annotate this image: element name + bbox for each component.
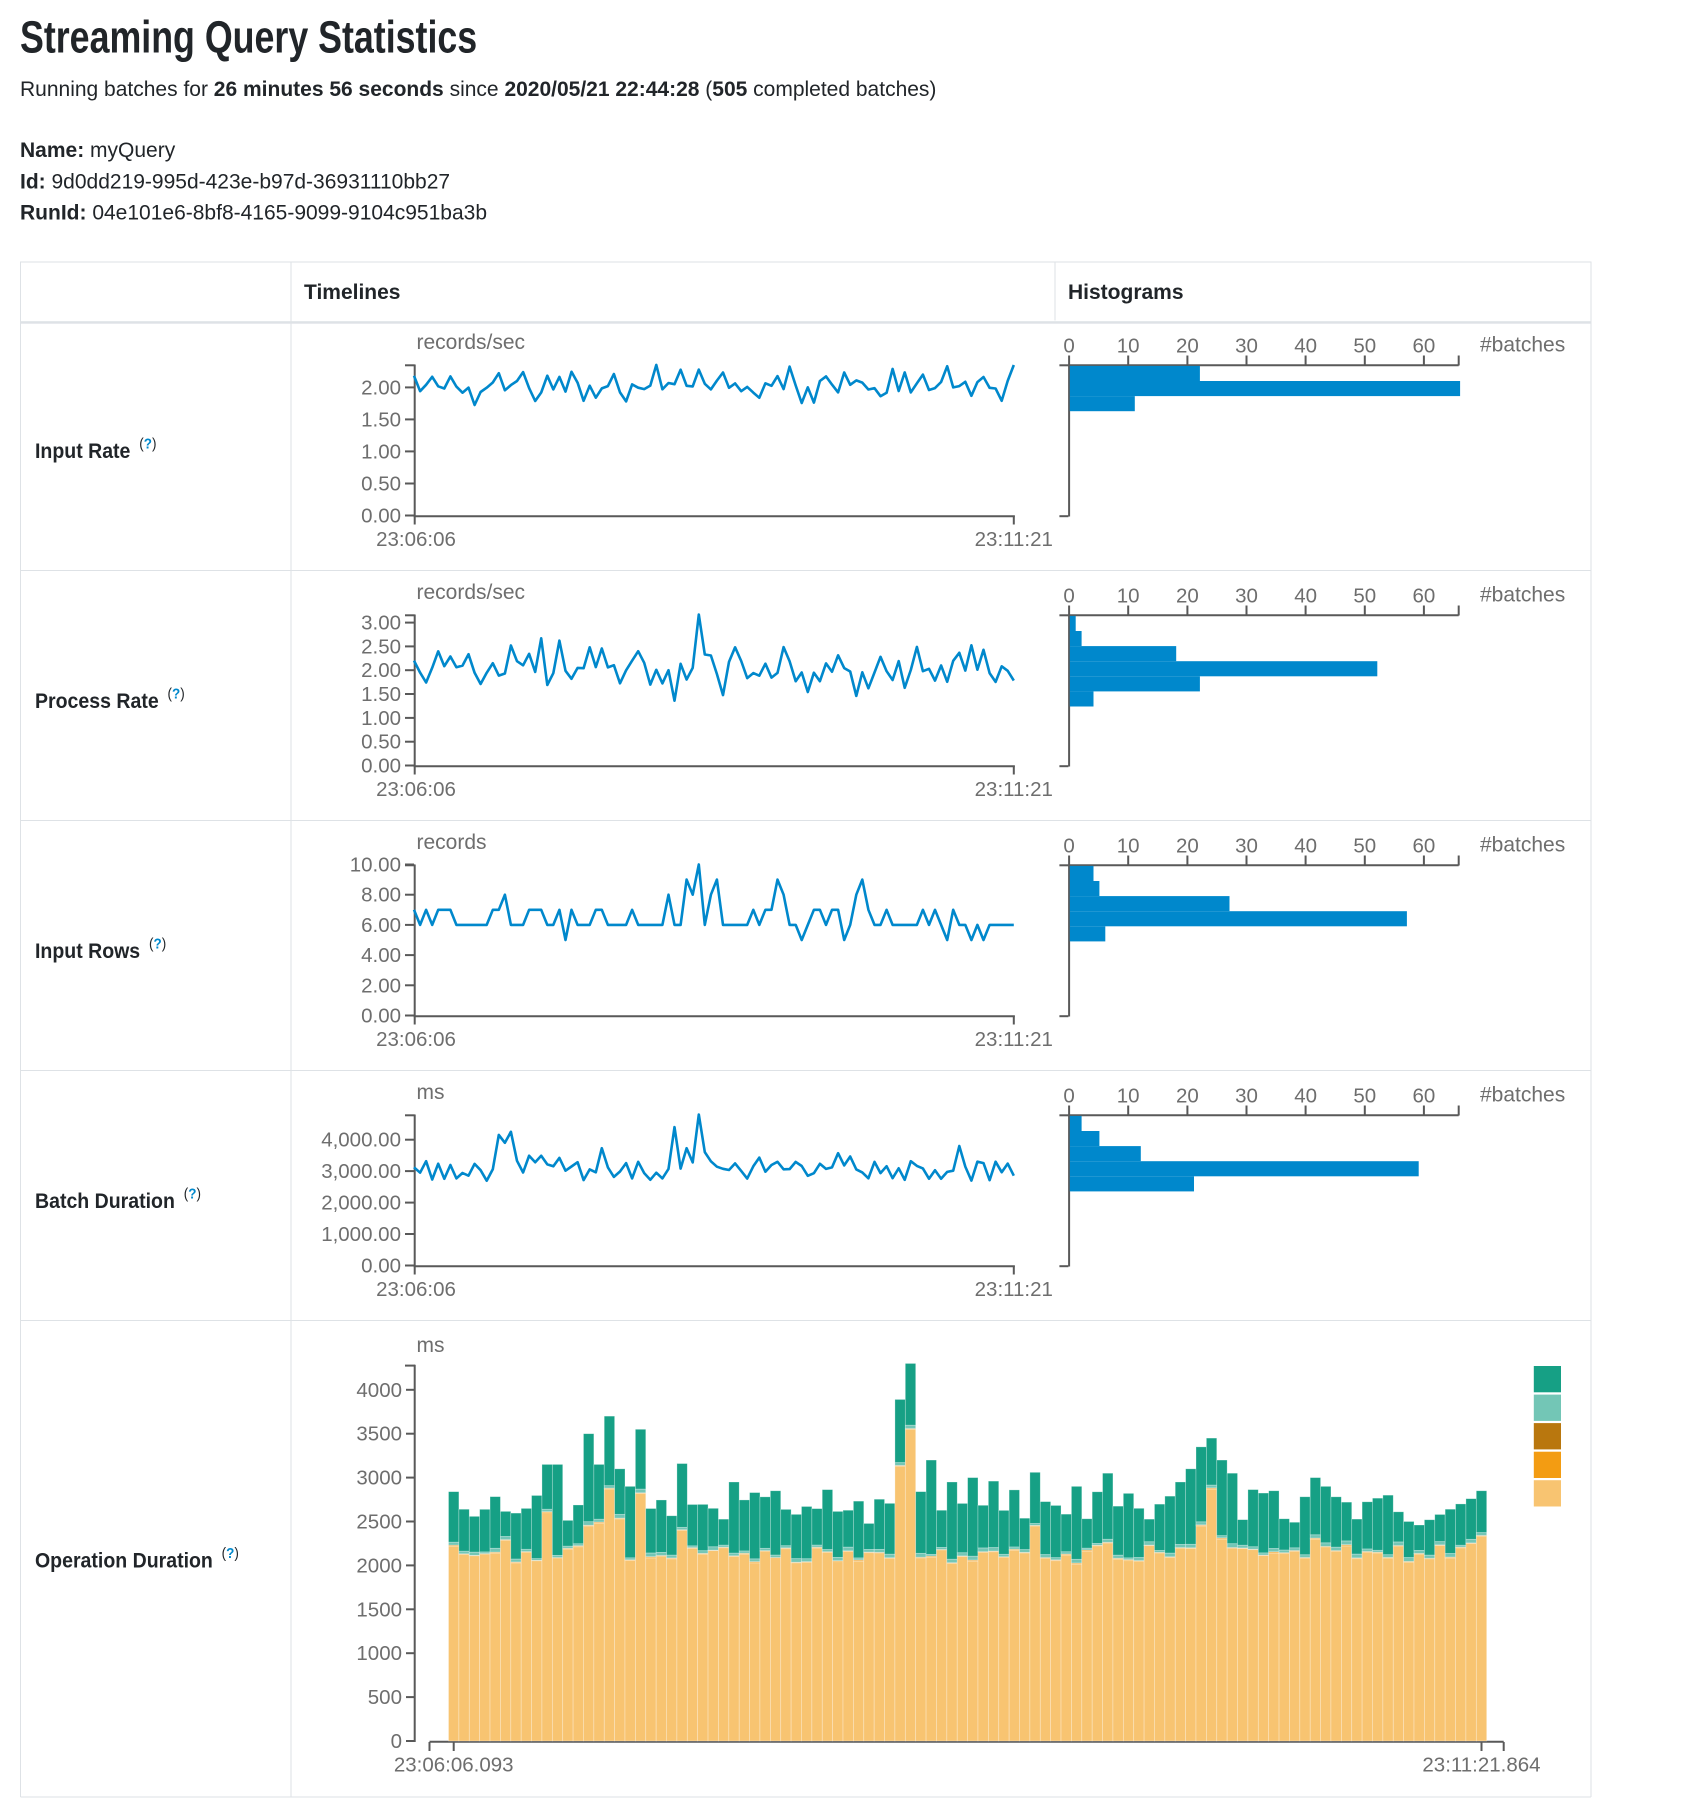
svg-text:40: 40 bbox=[1294, 335, 1317, 358]
svg-text:2.00: 2.00 bbox=[361, 974, 401, 997]
svg-text:23:11:21: 23:11:21 bbox=[975, 778, 1053, 801]
svg-text:60: 60 bbox=[1412, 335, 1435, 358]
svg-text:2.00: 2.00 bbox=[361, 659, 401, 682]
svg-text:20: 20 bbox=[1176, 585, 1199, 608]
svg-text:0: 0 bbox=[1063, 335, 1074, 358]
svg-text:50: 50 bbox=[1353, 835, 1376, 858]
svg-text:records: records bbox=[417, 831, 487, 854]
svg-text:23:11:21.864: 23:11:21.864 bbox=[1422, 1754, 1540, 1777]
svg-text:23:06:06: 23:06:06 bbox=[376, 528, 456, 551]
svg-text:23:11:21: 23:11:21 bbox=[975, 1028, 1053, 1051]
svg-text:60: 60 bbox=[1412, 835, 1435, 858]
svg-text:30: 30 bbox=[1235, 335, 1258, 358]
svg-text:Input Rows(?): Input Rows (?) bbox=[35, 935, 166, 963]
svg-text:RunId: 04e101e6-8bf8-4165-9099: RunId: 04e101e6-8bf8-4165-9099-9104c951b… bbox=[20, 202, 487, 225]
svg-text:0.50: 0.50 bbox=[361, 731, 401, 754]
svg-text:ms: ms bbox=[417, 1081, 445, 1104]
svg-text:2.50: 2.50 bbox=[361, 635, 401, 658]
svg-text:Running batches for 26 minutes: Running batches for 26 minutes 56 second… bbox=[20, 78, 936, 101]
svg-text:23:06:06: 23:06:06 bbox=[376, 778, 456, 801]
svg-text:30: 30 bbox=[1235, 835, 1258, 858]
svg-text:3.00: 3.00 bbox=[361, 612, 401, 635]
svg-text:0.50: 0.50 bbox=[361, 473, 401, 496]
svg-text:records/sec: records/sec bbox=[417, 581, 526, 604]
svg-text:Id: 9d0dd219-995d-423e-b97d-36: Id: 9d0dd219-995d-423e-b97d-36931110bb27 bbox=[20, 170, 450, 193]
svg-text:0.00: 0.00 bbox=[361, 1005, 401, 1028]
svg-text:2000: 2000 bbox=[356, 1554, 402, 1577]
svg-text:#batches: #batches bbox=[1480, 1084, 1565, 1107]
svg-text:1.50: 1.50 bbox=[361, 683, 401, 706]
svg-text:Input Rate(?): Input Rate (?) bbox=[35, 435, 157, 463]
svg-text:3,000.00: 3,000.00 bbox=[321, 1160, 401, 1183]
svg-text:#batches: #batches bbox=[1480, 334, 1565, 357]
svg-text:Batch Duration(?): Batch Duration (?) bbox=[35, 1185, 201, 1213]
svg-text:1,000.00: 1,000.00 bbox=[321, 1223, 401, 1246]
svg-text:1.00: 1.00 bbox=[361, 440, 401, 463]
svg-text:Name: myQuery: Name: myQuery bbox=[20, 139, 176, 162]
svg-text:4.00: 4.00 bbox=[361, 944, 401, 967]
svg-text:Operation Duration(?): Operation Duration (?) bbox=[35, 1544, 239, 1572]
svg-text:#batches: #batches bbox=[1480, 584, 1565, 607]
svg-text:0: 0 bbox=[1063, 585, 1074, 608]
svg-text:0.00: 0.00 bbox=[361, 505, 401, 528]
svg-text:Histograms: Histograms bbox=[1068, 281, 1184, 304]
svg-text:0: 0 bbox=[1063, 1085, 1074, 1108]
svg-text:50: 50 bbox=[1353, 585, 1376, 608]
svg-text:10.00: 10.00 bbox=[350, 854, 401, 877]
svg-text:2,000.00: 2,000.00 bbox=[321, 1192, 401, 1215]
svg-text:3500: 3500 bbox=[356, 1423, 402, 1446]
svg-text:1.00: 1.00 bbox=[361, 707, 401, 730]
svg-text:1000: 1000 bbox=[356, 1642, 402, 1665]
svg-text:50: 50 bbox=[1353, 1085, 1376, 1108]
svg-text:10: 10 bbox=[1117, 835, 1140, 858]
svg-text:6.00: 6.00 bbox=[361, 914, 401, 937]
svg-text:10: 10 bbox=[1117, 1085, 1140, 1108]
svg-text:8.00: 8.00 bbox=[361, 884, 401, 907]
svg-text:10: 10 bbox=[1117, 585, 1140, 608]
svg-text:40: 40 bbox=[1294, 585, 1317, 608]
svg-text:2.00: 2.00 bbox=[361, 376, 401, 399]
svg-text:Timelines: Timelines bbox=[304, 281, 401, 304]
svg-text:4000: 4000 bbox=[356, 1379, 402, 1402]
svg-text:40: 40 bbox=[1294, 835, 1317, 858]
svg-text:30: 30 bbox=[1235, 585, 1258, 608]
svg-text:500: 500 bbox=[368, 1686, 402, 1709]
svg-text:23:11:21: 23:11:21 bbox=[975, 1278, 1053, 1301]
svg-text:Streaming Query Statistics: Streaming Query Statistics bbox=[20, 12, 477, 63]
svg-text:20: 20 bbox=[1176, 835, 1199, 858]
svg-text:2500: 2500 bbox=[356, 1511, 402, 1534]
svg-text:Process Rate(?): Process Rate (?) bbox=[35, 685, 185, 713]
svg-text:60: 60 bbox=[1412, 585, 1435, 608]
svg-text:23:11:21: 23:11:21 bbox=[975, 528, 1053, 551]
svg-text:20: 20 bbox=[1176, 1085, 1199, 1108]
svg-text:4,000.00: 4,000.00 bbox=[321, 1129, 401, 1152]
svg-text:23:06:06: 23:06:06 bbox=[376, 1278, 456, 1301]
svg-text:records/sec: records/sec bbox=[417, 331, 526, 354]
svg-text:#batches: #batches bbox=[1480, 834, 1565, 857]
svg-text:1.50: 1.50 bbox=[361, 408, 401, 431]
svg-text:10: 10 bbox=[1117, 335, 1140, 358]
svg-text:23:06:06.093: 23:06:06.093 bbox=[394, 1754, 514, 1777]
svg-text:0.00: 0.00 bbox=[361, 755, 401, 778]
svg-text:ms: ms bbox=[417, 1334, 445, 1357]
svg-text:20: 20 bbox=[1176, 335, 1199, 358]
svg-text:50: 50 bbox=[1353, 335, 1376, 358]
svg-text:3000: 3000 bbox=[356, 1467, 402, 1490]
svg-text:0.00: 0.00 bbox=[361, 1255, 401, 1278]
svg-text:1500: 1500 bbox=[356, 1598, 402, 1621]
svg-text:30: 30 bbox=[1235, 1085, 1258, 1108]
svg-text:60: 60 bbox=[1412, 1085, 1435, 1108]
svg-text:23:06:06: 23:06:06 bbox=[376, 1028, 456, 1051]
svg-text:0: 0 bbox=[1063, 835, 1074, 858]
svg-text:0: 0 bbox=[391, 1730, 402, 1753]
svg-text:40: 40 bbox=[1294, 1085, 1317, 1108]
